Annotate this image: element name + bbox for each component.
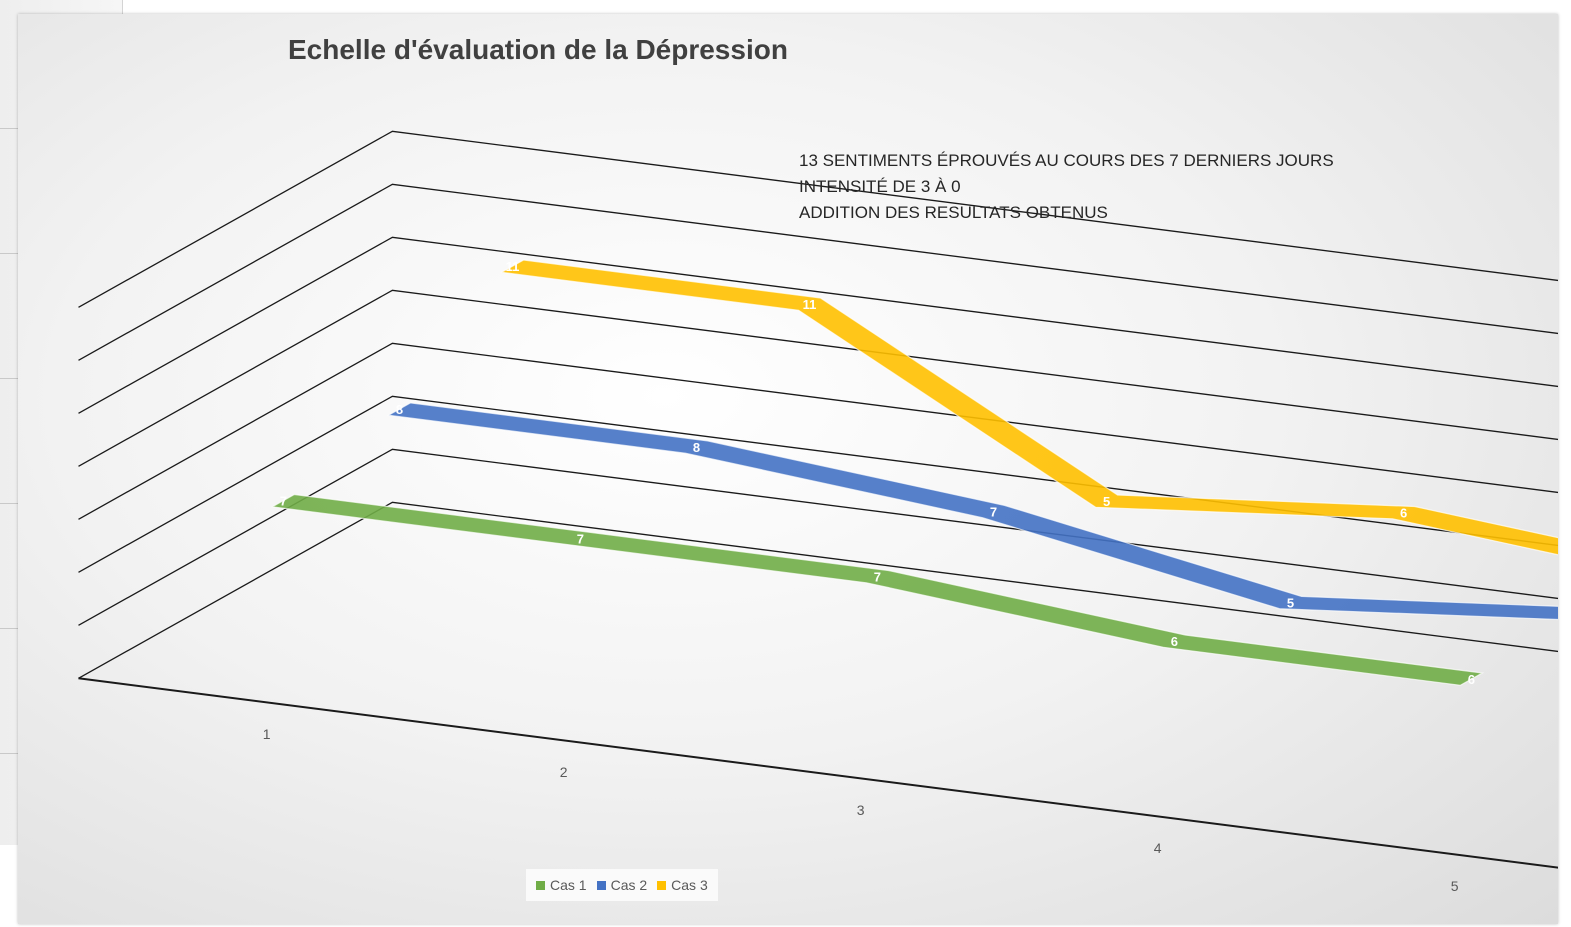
x-tick-label: 4 — [1154, 840, 1162, 856]
legend-item-cas-3[interactable]: Cas 3 — [657, 877, 708, 893]
series-ribbon-cas-3 — [499, 259, 1558, 556]
data-label: 11 — [506, 259, 520, 274]
gridline — [78, 289, 1558, 467]
data-label: 5 — [1103, 494, 1110, 509]
legend-label: Cas 2 — [610, 877, 648, 893]
data-label: 7 — [280, 494, 287, 509]
legend-item-cas-2[interactable]: Cas 2 — [596, 877, 648, 893]
gridline — [78, 395, 1558, 573]
data-label: 6 — [1468, 672, 1475, 687]
data-label: 6 — [1400, 506, 1407, 521]
data-label: 7 — [990, 505, 997, 520]
series-ribbon-cas-1 — [270, 493, 1485, 686]
legend-swatch — [596, 880, 606, 890]
legend-item-cas-1[interactable]: Cas 1 — [536, 877, 587, 893]
gridline — [78, 448, 1558, 626]
gridline — [78, 236, 1558, 414]
legend-swatch — [657, 880, 667, 890]
data-label: 11 — [803, 297, 817, 312]
data-label: 7 — [874, 570, 881, 585]
chart-annotation: 13 SENTIMENTS ÉPROUVÉS AU COURS DES 7 DE… — [799, 148, 1334, 226]
legend-label: Cas 3 — [671, 877, 708, 893]
legend-label: Cas 1 — [550, 877, 587, 893]
x-tick-label: 2 — [560, 764, 568, 780]
chart-title: Echelle d'évaluation de la Dépression — [288, 34, 788, 65]
x-tick-label: 5 — [1451, 878, 1459, 894]
floor-edge — [78, 501, 1558, 679]
annotation-line: ADDITION DES RESULTATS OBTENUS — [799, 203, 1108, 222]
x-tick-label: 3 — [857, 802, 865, 818]
x-tick-label: 1 — [263, 726, 271, 742]
gridline — [78, 183, 1558, 361]
chart-legend[interactable]: Cas 1 Cas 2 Cas 3 — [526, 869, 718, 901]
gridline — [78, 342, 1558, 520]
data-label: 6 — [1171, 634, 1178, 649]
annotation-line: INTENSITÉ DE 3 À 0 — [799, 177, 961, 196]
data-label: 8 — [396, 402, 403, 417]
legend-swatch — [536, 880, 545, 890]
gridline — [78, 130, 1558, 308]
annotation-line: 13 SENTIMENTS ÉPROUVÉS AU COURS DES 7 DE… — [799, 151, 1334, 170]
data-label: 5 — [1287, 596, 1294, 611]
data-label: 7 — [577, 532, 584, 547]
data-label: 8 — [693, 440, 700, 455]
series-ribbon-cas-2 — [386, 402, 1558, 621]
x-axis-line — [78, 677, 1558, 869]
